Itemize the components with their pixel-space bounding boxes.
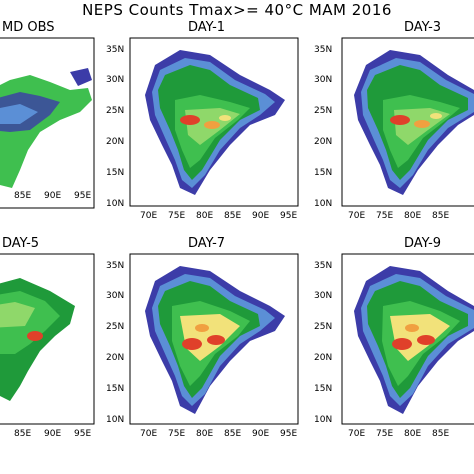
lon-tick-75e-d1: 75E bbox=[168, 211, 185, 220]
map-day-7: 35N 30N 25N 20N 15N 10N 70E 75E 80E 85E … bbox=[106, 253, 299, 439]
lat-tick-30n-d3: 30N bbox=[314, 75, 332, 85]
lat-tick-15n-d7: 15N bbox=[106, 384, 124, 394]
map-day-1: 35N 30N 25N 20N 15N 10N 70E 75E 80E 85E … bbox=[106, 37, 299, 221]
map-day-3: 35N 30N 25N 20N 15N 10N 70E 75E 80E 85E bbox=[314, 37, 474, 221]
map-day-9: 35N 30N 25N 20N 15N 10N 70E 75E 80E 85E bbox=[314, 253, 474, 439]
lat-tick-10n-d9: 10N bbox=[314, 415, 332, 425]
lon-tick-70e-d7: 70E bbox=[140, 429, 157, 439]
lon-tick-90e-d1: 90E bbox=[252, 211, 269, 220]
lat-tick-15n-d9: 15N bbox=[314, 384, 332, 394]
india-shape-day-1 bbox=[145, 50, 285, 195]
lon-tick-85e-d7: 85E bbox=[224, 429, 241, 439]
panel-title-day-1: DAY-1 bbox=[188, 20, 226, 35]
lon-tick-90e-a: 90E bbox=[44, 191, 61, 201]
lon-tick-85e-d9: 85E bbox=[432, 429, 449, 439]
lat-tick-25n-d9: 25N bbox=[314, 322, 332, 332]
panel-title-day-5: DAY-5 bbox=[2, 236, 40, 251]
lat-tick-35n-d1: 35N bbox=[106, 45, 124, 55]
lon-tick-80e-d1: 80E bbox=[196, 211, 213, 220]
panel-day-3: DAY-3 35N 30N 25N 20N 15N 10N 70E 75E 80… bbox=[308, 20, 474, 221]
lon-tick-70e-d1: 70E bbox=[140, 211, 157, 220]
lat-tick-25n-d3: 25N bbox=[314, 106, 332, 116]
lat-tick-30n-d1: 30N bbox=[106, 75, 124, 85]
lon-tick-80e-d3: 80E bbox=[404, 211, 421, 220]
lon-tick-95e-d5: 95E bbox=[74, 429, 91, 439]
lon-tick-75e-d3: 75E bbox=[376, 211, 393, 220]
lon-tick-75e-d7: 75E bbox=[168, 429, 185, 439]
lat-tick-35n-d9: 35N bbox=[314, 261, 332, 271]
lat-tick-15n-d1: 15N bbox=[106, 168, 124, 178]
map-imd-obs: 85E 90E 95E bbox=[0, 37, 95, 209]
lat-tick-10n-d3: 10N bbox=[314, 199, 332, 209]
lat-tick-20n-d9: 20N bbox=[314, 353, 332, 363]
panel-imd-obs: MD OBS 85E 90E 95E bbox=[0, 20, 100, 216]
lon-tick-75e-d9: 75E bbox=[376, 429, 393, 439]
lat-tick-35n-d7: 35N bbox=[106, 261, 124, 271]
page-title: NEPS Counts Tmax>= 40°C MAM 2016 bbox=[82, 1, 392, 19]
panel-day-5: DAY-5 85E 90E 95E bbox=[0, 236, 100, 450]
lat-tick-25n-d7: 25N bbox=[106, 322, 124, 332]
lon-tick-70e-d3: 70E bbox=[348, 211, 365, 220]
lon-tick-85e-a: 85E bbox=[14, 191, 31, 201]
lon-tick-95e-d1: 95E bbox=[280, 211, 297, 220]
lon-tick-95e-a: 95E bbox=[74, 191, 91, 201]
map-day-5: 85E 90E 95E bbox=[0, 253, 95, 439]
lon-tick-85e-d5: 85E bbox=[14, 429, 31, 439]
lat-tick-20n-d1: 20N bbox=[106, 137, 124, 147]
lon-tick-70e-d9: 70E bbox=[348, 429, 365, 439]
lat-tick-10n-d1: 10N bbox=[106, 199, 124, 209]
lon-tick-90e-d7: 90E bbox=[252, 429, 269, 439]
lat-tick-25n-d1: 25N bbox=[106, 106, 124, 116]
panel-title-day-9: DAY-9 bbox=[404, 236, 442, 251]
lon-tick-95e-d7: 95E bbox=[280, 429, 297, 439]
lat-tick-15n-d3: 15N bbox=[314, 168, 332, 178]
lon-tick-85e-d3: 85E bbox=[432, 211, 449, 220]
panel-day-9: DAY-9 35N 30N 25N 20N 15N 10N 70E 75E 80… bbox=[308, 236, 474, 450]
lon-tick-80e-d7: 80E bbox=[196, 429, 213, 439]
lat-tick-10n-d7: 10N bbox=[106, 415, 124, 425]
lat-tick-30n-d9: 30N bbox=[314, 291, 332, 301]
panel-title-day-3: DAY-3 bbox=[404, 20, 442, 35]
lat-tick-20n-d3: 20N bbox=[314, 137, 332, 147]
panel-title-imd-obs: MD OBS bbox=[2, 20, 55, 35]
panel-title-day-7: DAY-7 bbox=[188, 236, 226, 251]
lon-tick-80e-d9: 80E bbox=[404, 429, 421, 439]
panel-day-1: DAY-1 35N 30N 25N 20N 15N 10N 70E 75E 80… bbox=[100, 20, 308, 221]
panel-day-7: DAY-7 35N 30N 25N 20N 15N 10N 70E 75E 80… bbox=[100, 236, 308, 450]
lon-tick-90e-d5: 90E bbox=[44, 429, 61, 439]
lat-tick-30n-d7: 30N bbox=[106, 291, 124, 301]
lat-tick-35n-d3: 35N bbox=[314, 45, 332, 55]
lon-tick-85e-d1: 85E bbox=[224, 211, 241, 220]
lat-tick-20n-d7: 20N bbox=[106, 353, 124, 363]
